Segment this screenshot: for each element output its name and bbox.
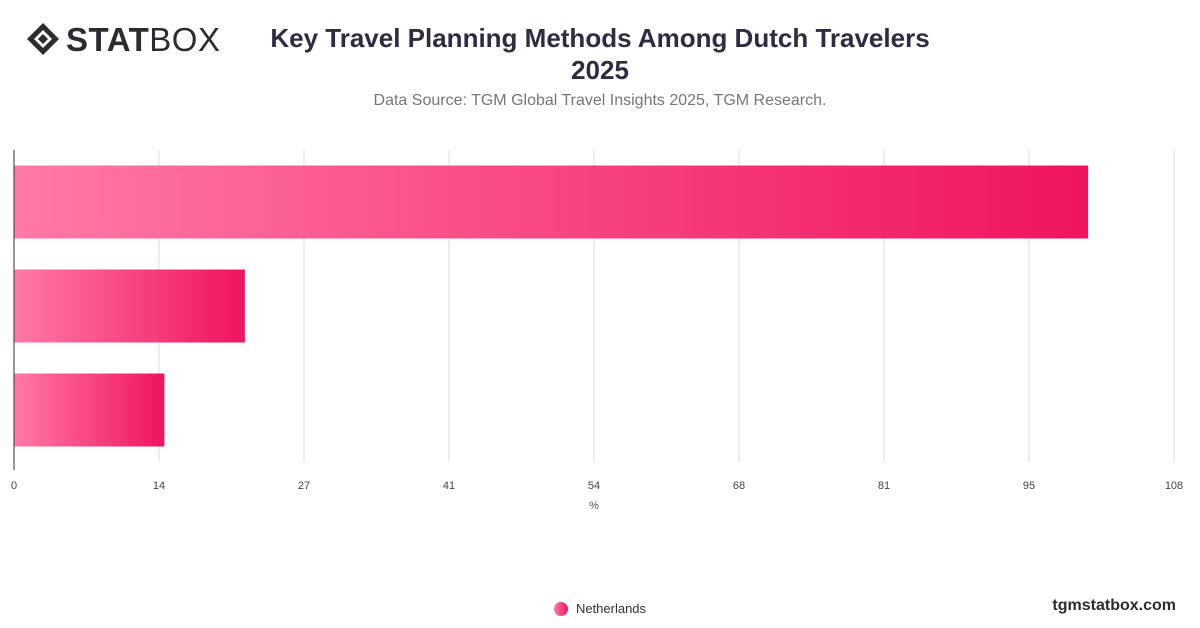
x-tick-label: 14	[153, 480, 165, 492]
logo-text-light: BOX	[149, 20, 221, 58]
legend-marker-netherlands	[553, 601, 568, 616]
x-tick-label: 41	[443, 480, 455, 492]
legend-label-netherlands: Netherlands	[575, 601, 647, 616]
statbox-logo: STATBOX	[26, 22, 220, 56]
bar[interactable]	[14, 373, 165, 447]
legend[interactable]: Netherlands	[0, 601, 1200, 616]
x-tick-label: 54	[588, 480, 600, 492]
x-axis-label: %	[589, 500, 599, 512]
x-tick-label: 27	[298, 480, 310, 492]
site-url[interactable]: tgmstatbox.com	[1052, 597, 1176, 614]
chart-title: Key Travel Planning Methods Among Dutch …	[270, 23, 930, 85]
x-tick-label: 68	[733, 480, 745, 492]
bar[interactable]	[14, 269, 245, 343]
x-tick-label: 95	[1023, 480, 1035, 492]
x-tick-label: 108	[1165, 480, 1183, 492]
x-tick-label: 81	[878, 480, 890, 492]
chart-subtitle: Data Source: TGM Global Travel Insights …	[373, 92, 827, 109]
x-tick-label: 0	[11, 480, 17, 492]
statbox-diamond-icon	[26, 22, 60, 56]
bar[interactable]	[14, 165, 1089, 239]
logo-text: STATBOX	[66, 23, 220, 56]
logo-text-bold: STAT	[66, 20, 150, 58]
